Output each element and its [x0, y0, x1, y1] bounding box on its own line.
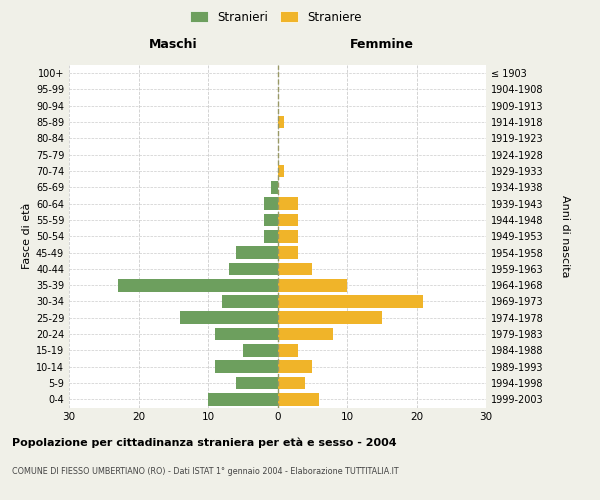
Text: Popolazione per cittadinanza straniera per età e sesso - 2004: Popolazione per cittadinanza straniera p…	[12, 438, 397, 448]
Bar	[222, 295, 277, 308]
Bar	[277, 344, 298, 357]
Bar	[277, 360, 312, 373]
Legend: Stranieri, Straniere: Stranieri, Straniere	[185, 6, 367, 28]
Bar	[277, 279, 347, 291]
Bar	[277, 164, 284, 177]
Bar	[277, 376, 305, 390]
Bar	[271, 181, 277, 194]
Text: COMUNE DI FIESSO UMBERTIANO (RO) - Dati ISTAT 1° gennaio 2004 - Elaborazione TUT: COMUNE DI FIESSO UMBERTIANO (RO) - Dati …	[12, 468, 398, 476]
Bar	[118, 279, 277, 291]
Bar	[229, 262, 277, 275]
Bar	[277, 116, 284, 128]
Bar	[236, 376, 277, 390]
Y-axis label: Anni di nascita: Anni di nascita	[560, 195, 570, 278]
Bar	[277, 393, 319, 406]
Bar	[263, 214, 277, 226]
Text: Maschi: Maschi	[149, 38, 197, 52]
Bar	[263, 230, 277, 242]
Y-axis label: Fasce di età: Fasce di età	[22, 203, 32, 270]
Bar	[277, 328, 333, 340]
Bar	[277, 198, 298, 210]
Bar	[215, 360, 277, 373]
Bar	[236, 246, 277, 259]
Bar	[277, 262, 312, 275]
Bar	[180, 312, 277, 324]
Text: Femmine: Femmine	[350, 38, 414, 52]
Bar	[263, 198, 277, 210]
Bar	[243, 344, 277, 357]
Bar	[277, 246, 298, 259]
Bar	[277, 230, 298, 242]
Bar	[277, 214, 298, 226]
Bar	[277, 295, 424, 308]
Bar	[277, 312, 382, 324]
Bar	[208, 393, 277, 406]
Bar	[215, 328, 277, 340]
